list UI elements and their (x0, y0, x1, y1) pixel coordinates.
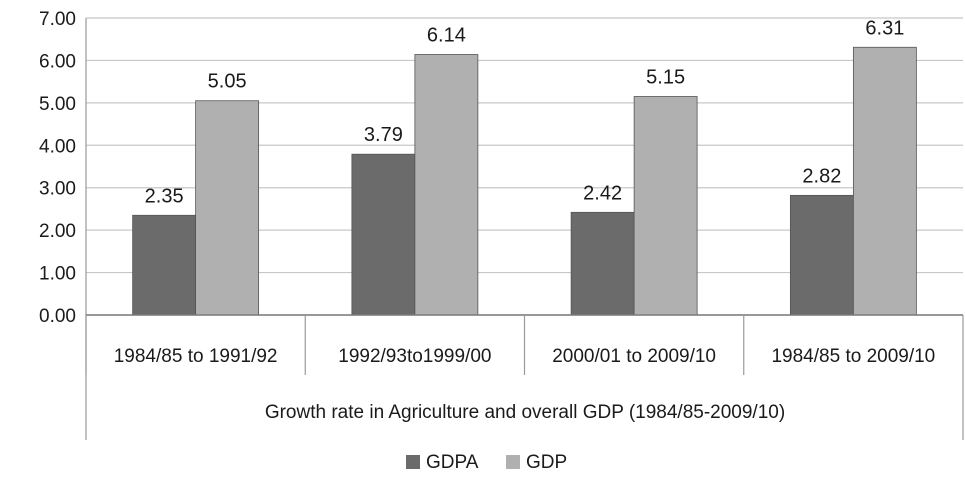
x-category-label: 1992/93to1999/00 (338, 346, 491, 367)
y-tick-label: 7.00 (39, 9, 76, 30)
x-category-label: 2000/01 to 2009/10 (552, 346, 716, 367)
y-tick-label: 6.00 (39, 51, 76, 72)
legend: GDPA GDP (406, 452, 567, 473)
y-tick-label: 5.00 (39, 94, 76, 115)
data-labels: 2.35 5.05 3.79 6.14 2.42 5.15 2.82 6.31 (145, 17, 905, 207)
y-tick-label: 4.00 (39, 136, 76, 157)
bar-gdp (852, 46, 917, 316)
y-tick-label: 2.00 (39, 221, 76, 242)
bar-gdp (195, 100, 260, 316)
bar-gdpa (570, 211, 635, 316)
y-tick-label: 3.00 (39, 179, 76, 200)
x-category-label: 1984/85 to 2009/10 (771, 346, 935, 367)
x-axis: 1984/85 to 1991/92 1992/93to1999/00 2000/0… (85, 18, 964, 440)
bars (132, 46, 917, 316)
y-tick-label: 0.00 (39, 306, 76, 327)
legend-label-gdpa: GDPA (426, 452, 479, 473)
legend-swatch-gdp (506, 455, 520, 469)
data-label-gdp: 5.15 (646, 66, 685, 88)
legend-label-gdp: GDP (526, 452, 567, 473)
bar-gdp (414, 54, 479, 316)
bar-gdpa (351, 153, 416, 316)
data-label-gdp: 6.14 (427, 24, 466, 46)
y-tick-label: 1.00 (39, 264, 76, 285)
bar-gdpa (132, 214, 197, 316)
data-label-gdpa: 2.35 (145, 185, 184, 207)
data-label-gdpa: 2.82 (802, 165, 841, 187)
data-label-gdpa: 3.79 (364, 124, 403, 146)
data-label-gdp: 5.05 (208, 71, 247, 93)
bar-gdpa (789, 194, 854, 316)
bar-gdp (633, 96, 698, 316)
data-label-gdp: 6.31 (865, 17, 904, 39)
data-label-gdpa: 2.42 (583, 182, 622, 204)
y-axis: 0.00 1.00 2.00 3.00 4.00 5.00 6.00 7.00 (39, 9, 76, 327)
x-category-label: 1984/85 to 1991/92 (114, 346, 278, 367)
legend-swatch-gdpa (406, 455, 420, 469)
x-axis-title: Growth rate in Agriculture and overall G… (265, 402, 785, 423)
